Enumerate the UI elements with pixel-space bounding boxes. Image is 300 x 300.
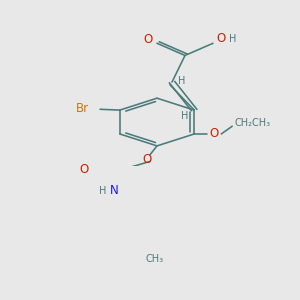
Text: O: O	[216, 32, 226, 45]
Text: H: H	[229, 34, 237, 44]
Text: O: O	[143, 33, 153, 46]
Text: Br: Br	[75, 102, 88, 115]
Text: CH₂CH₃: CH₂CH₃	[234, 118, 270, 128]
Text: CH₃: CH₃	[146, 254, 164, 264]
Text: O: O	[210, 128, 219, 140]
Text: H: H	[178, 76, 186, 86]
Text: N: N	[110, 184, 118, 197]
Text: H: H	[181, 111, 188, 121]
Text: O: O	[80, 163, 88, 176]
Text: H: H	[99, 186, 107, 196]
Text: O: O	[142, 153, 152, 166]
